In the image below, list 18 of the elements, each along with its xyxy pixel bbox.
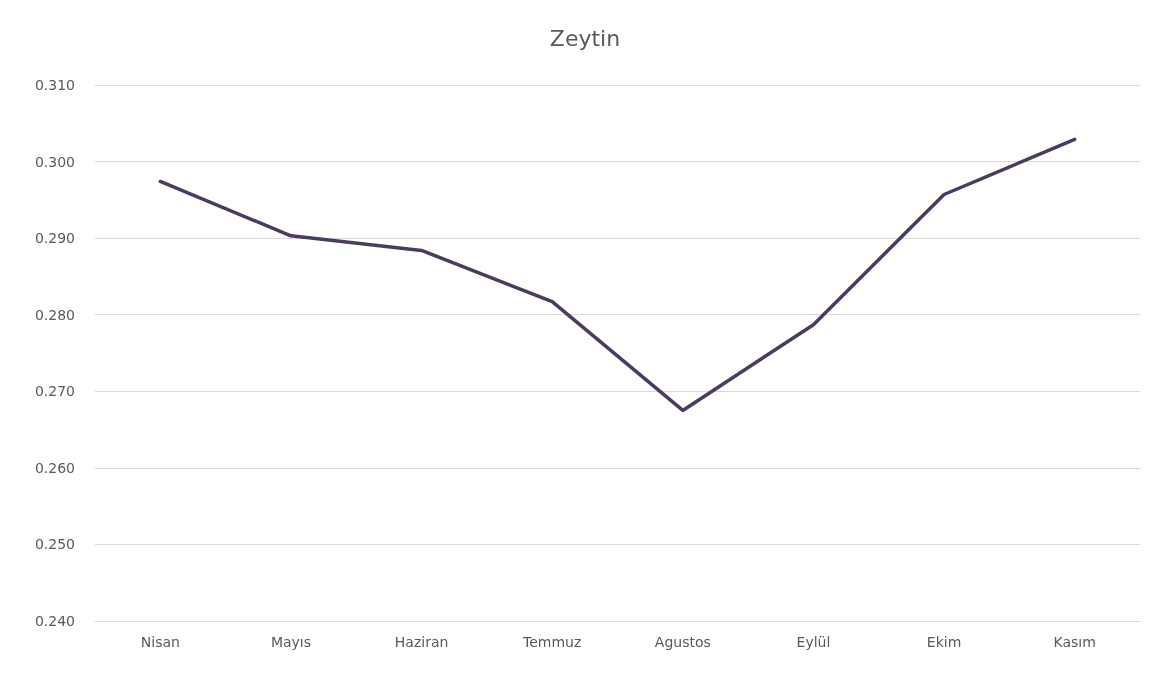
x-tick-label: Mayıs [270, 634, 312, 650]
x-tick-label: Eylül [796, 634, 831, 650]
y-tick-label: 0.260 [34, 459, 75, 476]
y-tick-label: 0.270 [34, 383, 75, 400]
x-tick-label: Haziran [394, 634, 449, 650]
y-tick-label: 0.290 [34, 230, 75, 247]
x-tick-label: Kasım [1053, 634, 1096, 650]
x-tick-label: Nisan [140, 634, 180, 650]
chart-title: Zeytin [549, 25, 621, 51]
y-tick-label: 0.310 [34, 77, 75, 93]
y-tick-label: 0.240 [34, 613, 75, 629]
x-tick-label: Temmuz [522, 634, 582, 650]
x-tick-label: Ekim [926, 634, 962, 650]
y-tick-label: 0.250 [34, 536, 75, 553]
y-tick-label: 0.300 [34, 153, 75, 170]
x-tick-label: Agustos [654, 634, 711, 650]
y-tick-label: 0.280 [34, 306, 75, 323]
line-series [158, 137, 1077, 413]
